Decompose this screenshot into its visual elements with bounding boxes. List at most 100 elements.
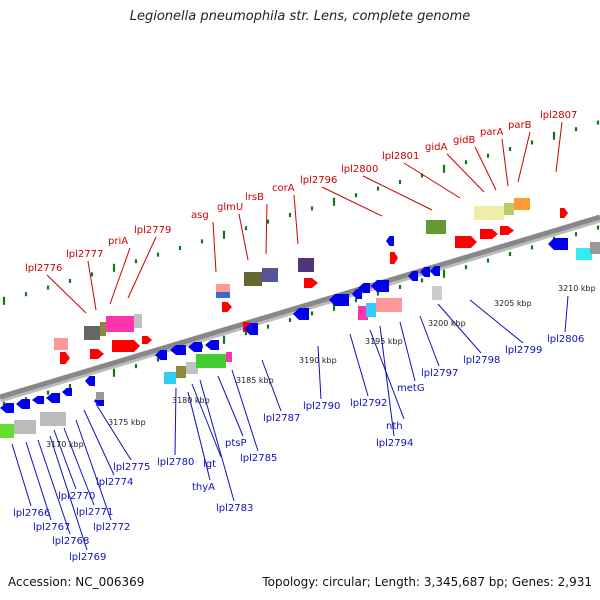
- leader-line: [127, 236, 157, 299]
- gene-block: [134, 314, 142, 328]
- gene-block: [376, 298, 402, 312]
- scale-label: 3185 kbp: [236, 376, 274, 385]
- reverse-gene-arrow: [62, 388, 72, 396]
- gene-block: [590, 242, 600, 254]
- gene-block: [164, 372, 176, 384]
- scale-label: 3205 kbp: [494, 299, 532, 308]
- leader-line: [474, 146, 497, 191]
- leader-line: [517, 131, 531, 183]
- reverse-gene-arrow: [358, 283, 370, 293]
- leader-line: [564, 295, 569, 333]
- gene-block: [504, 203, 514, 215]
- gene-label-lpl2794: lpl2794: [376, 438, 413, 449]
- backbone-line: [0, 214, 600, 400]
- leader-line: [419, 315, 440, 367]
- gene-block: [426, 220, 446, 234]
- gene-block: [298, 258, 314, 272]
- reverse-gene-arrow: [548, 238, 568, 250]
- leader-line: [11, 443, 32, 507]
- gene-label-lpl2801: lpl2801: [382, 151, 419, 162]
- gene-label-lpl2766: lpl2766: [13, 508, 50, 519]
- reverse-gene-arrow: [0, 403, 14, 413]
- leader-line: [53, 429, 77, 490]
- reverse-gene-arrow: [386, 236, 394, 246]
- scale-label: 3190 kbp: [299, 356, 337, 365]
- gene-label-lpl2799: lpl2799: [505, 345, 542, 356]
- leader-line: [109, 247, 131, 305]
- scale-label: 3195 kbp: [365, 337, 403, 346]
- genome-info-text: Topology: circular; Length: 3,345,687 bp…: [262, 575, 592, 589]
- gene-label-lpl2792: lpl2792: [350, 398, 387, 409]
- gene-label-lgt: lgt: [203, 459, 216, 470]
- leader-line: [403, 162, 461, 199]
- leader-line: [437, 303, 482, 354]
- gene-label-asg: asg: [191, 210, 209, 221]
- reverse-gene-arrow: [430, 266, 440, 276]
- gene-label-lpl2787: lpl2787: [263, 413, 300, 424]
- gene-label-lpl2780: lpl2780: [157, 457, 194, 468]
- leader-line: [238, 213, 249, 261]
- leader-line: [379, 325, 395, 437]
- leader-line: [217, 375, 244, 437]
- forward-gene-arrow: [455, 236, 477, 248]
- reverse-gene-arrow: [170, 345, 186, 355]
- gene-label-gidA: gidA: [425, 142, 447, 153]
- gene-label-corA: corA: [272, 183, 295, 194]
- gene-block: [216, 284, 230, 292]
- forward-gene-arrow: [390, 252, 398, 264]
- gene-label-lrsB: lrsB: [245, 192, 264, 203]
- scale-labels: 3170 kbp 3175 kbp 3180 kbp 3185 kbp 3190 kbp…: [46, 284, 596, 449]
- reverse-gene-arrow: [371, 280, 389, 292]
- leader-line: [25, 441, 52, 521]
- leader-line: [37, 439, 71, 535]
- forward-gene-arrow: [222, 302, 232, 312]
- reverse-gene-arrow: [155, 350, 167, 360]
- leader-line: [83, 409, 115, 476]
- gene-label-lpl2767: lpl2767: [33, 522, 70, 533]
- leader-line: [46, 274, 87, 314]
- leader-line: [174, 387, 177, 456]
- leader-line: [231, 369, 259, 452]
- gene-features: [0, 198, 600, 438]
- gene-label-gidB: gidB: [453, 135, 475, 146]
- forward-gene-arrow: [112, 340, 140, 352]
- leader-line: [399, 321, 416, 382]
- scale-label: 3180 kbp: [172, 396, 210, 405]
- gene-label-priA: priA: [108, 236, 128, 247]
- forward-gene-arrow: [500, 226, 514, 235]
- forward-gene-arrow: [90, 349, 104, 359]
- gene-label-lpl2800: lpl2800: [341, 164, 378, 175]
- gene-label-lpl2798: lpl2798: [463, 355, 500, 366]
- gene-label-lpl2796: lpl2796: [300, 175, 337, 186]
- leader-line: [261, 359, 282, 412]
- scale-label: 3200 kbp: [428, 319, 466, 328]
- leader-line: [469, 299, 524, 344]
- gene-label-lpl2777: lpl2777: [66, 249, 103, 260]
- gene-label-lpl2776: lpl2776: [25, 263, 62, 274]
- gene-label-lpl2806: lpl2806: [547, 334, 584, 345]
- gene-label-lpl2785: lpl2785: [240, 453, 277, 464]
- leader-line: [187, 391, 211, 481]
- leader-line: [191, 383, 222, 458]
- gene-block: [196, 354, 226, 368]
- leader-line: [555, 121, 563, 173]
- gene-label-lpl2783: lpl2783: [216, 503, 253, 514]
- gene-block: [186, 362, 198, 374]
- gene-block: [0, 424, 14, 438]
- gene-label-lpl2772: lpl2772: [93, 522, 130, 533]
- gene-label-parB: parB: [508, 120, 532, 131]
- gene-label-thyA: thyA: [192, 482, 215, 493]
- forward-gene-arrow: [560, 208, 568, 218]
- gene-label-ptsP: ptsP: [225, 438, 247, 449]
- figure-title: Legionella pneumophila str. Lens, comple…: [129, 9, 471, 24]
- gene-label-lpl2790: lpl2790: [303, 401, 340, 412]
- tick-row-top: [2, 120, 600, 305]
- gene-block: [14, 420, 36, 434]
- forward-gene-arrow: [480, 229, 498, 239]
- leader-line: [87, 260, 97, 311]
- gene-block: [244, 272, 262, 286]
- gene-label-lpl2769: lpl2769: [69, 552, 106, 563]
- reverse-gene-arrow: [85, 376, 95, 386]
- gene-block: [84, 326, 100, 340]
